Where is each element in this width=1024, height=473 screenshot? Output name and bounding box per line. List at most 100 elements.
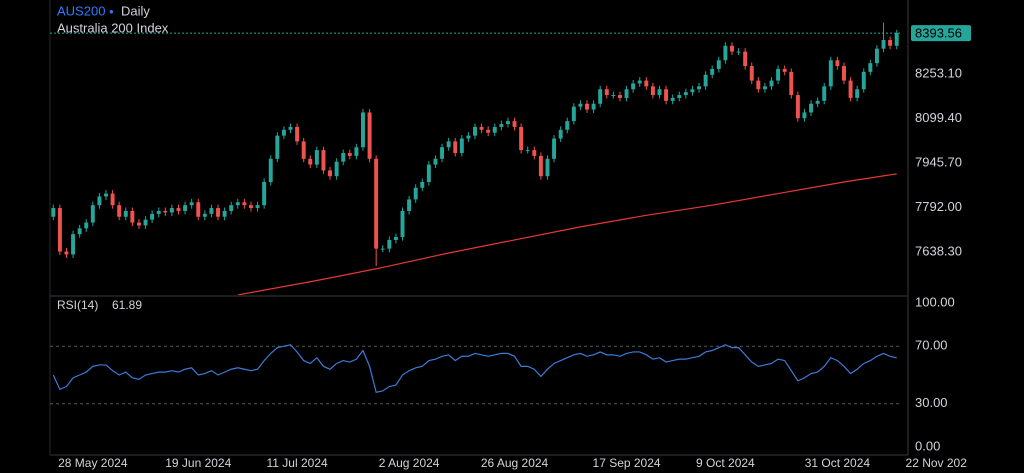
candle-body — [407, 199, 412, 211]
candle-body — [97, 196, 102, 206]
y-tick-label: 7945.70 — [915, 154, 962, 169]
candle-body — [248, 205, 253, 209]
candle-body — [176, 208, 181, 211]
candle-body — [743, 51, 748, 67]
candle-body — [532, 150, 537, 156]
rsi-line — [52, 344, 897, 393]
candle-body — [64, 251, 69, 255]
candle-body — [683, 92, 688, 96]
candle-body — [367, 112, 372, 159]
symbol[interactable]: AUS200 — [57, 3, 105, 18]
candle-body — [255, 205, 260, 209]
candle-body — [736, 51, 741, 53]
candle-body — [301, 141, 306, 159]
candle-body — [716, 60, 721, 69]
candle-body — [611, 95, 616, 97]
candle-body — [749, 66, 754, 81]
candle-body — [565, 121, 570, 130]
candle-body — [413, 187, 418, 200]
candle-body — [466, 135, 471, 139]
candle-body — [855, 89, 860, 98]
candle-body — [77, 228, 82, 235]
candle-body — [361, 112, 365, 148]
candle-body — [703, 74, 708, 87]
candle-body — [525, 150, 530, 152]
candle-body — [578, 103, 583, 107]
candle-body — [874, 48, 879, 64]
candle-body — [183, 205, 188, 211]
candle-body — [473, 126, 477, 136]
candle-body — [657, 89, 662, 96]
candle-body — [222, 210, 227, 217]
candle-body — [505, 121, 510, 125]
candle-body — [110, 193, 115, 206]
candle-body — [604, 89, 609, 96]
candle-body — [802, 112, 807, 119]
candle-body — [690, 89, 695, 93]
x-tick-label: 2 Aug 2024 — [379, 456, 440, 470]
time-axis: 28 May 2024 19 Jun 2024 11 Jul 2024 2 Aug 2… — [58, 456, 967, 470]
candle-body — [782, 68, 787, 72]
candle-body — [235, 202, 240, 206]
candle-body — [169, 208, 174, 213]
rsi-title: RSI(14) — [57, 298, 98, 312]
candle-body — [51, 208, 56, 217]
candle-body — [664, 89, 669, 101]
candle-body — [229, 205, 234, 211]
candle-body — [433, 158, 438, 165]
candle-body — [670, 97, 675, 101]
candle-body — [881, 39, 886, 49]
last-price-label: 8393.56 — [915, 26, 962, 41]
candle-body — [288, 126, 293, 130]
interval[interactable]: Daily — [121, 3, 150, 18]
candle-body — [617, 95, 622, 98]
candle-body — [446, 141, 451, 148]
candle-body — [591, 103, 596, 110]
candle-body — [123, 210, 128, 217]
candle-body — [347, 153, 352, 156]
candle-body — [558, 129, 563, 139]
candle-body — [677, 95, 682, 98]
candle-body — [631, 83, 636, 90]
candle-body — [499, 124, 504, 127]
candle-body — [202, 213, 207, 217]
candle-body — [723, 45, 728, 61]
candle-body — [697, 86, 702, 90]
candle-body — [492, 126, 497, 133]
candle-body — [328, 170, 333, 177]
moving-average — [237, 173, 897, 295]
candle-body — [321, 150, 326, 171]
y-tick-label: 70.00 — [915, 338, 948, 353]
candle-body — [196, 202, 201, 217]
candle-body — [71, 234, 76, 255]
candle-body — [90, 205, 95, 223]
candle-body — [624, 89, 629, 98]
candle-body — [795, 95, 800, 119]
candle-body — [828, 60, 833, 87]
candle-body — [650, 86, 655, 96]
candle-body — [393, 237, 398, 240]
candle-body — [888, 39, 893, 46]
x-tick-label: 19 Jun 2024 — [165, 456, 231, 470]
candle-body — [420, 181, 425, 188]
candle-body — [136, 222, 141, 226]
candle-body — [512, 121, 517, 127]
candle-body — [776, 68, 781, 81]
candle-body — [295, 126, 300, 142]
candle-body — [519, 126, 524, 151]
candle-body — [104, 193, 108, 197]
candle-body — [789, 71, 794, 96]
candle-body — [143, 219, 148, 226]
candle-body — [730, 45, 734, 52]
candle-body — [637, 80, 642, 84]
candle-body — [822, 86, 827, 101]
x-tick-label: 26 Aug 2024 — [481, 456, 549, 470]
candle-body — [453, 141, 458, 154]
candle-body — [809, 103, 814, 113]
candle-body — [354, 147, 359, 156]
candle-body — [848, 80, 853, 98]
candle-body — [426, 164, 431, 182]
candle-body — [552, 138, 557, 159]
candle-body — [545, 158, 550, 177]
